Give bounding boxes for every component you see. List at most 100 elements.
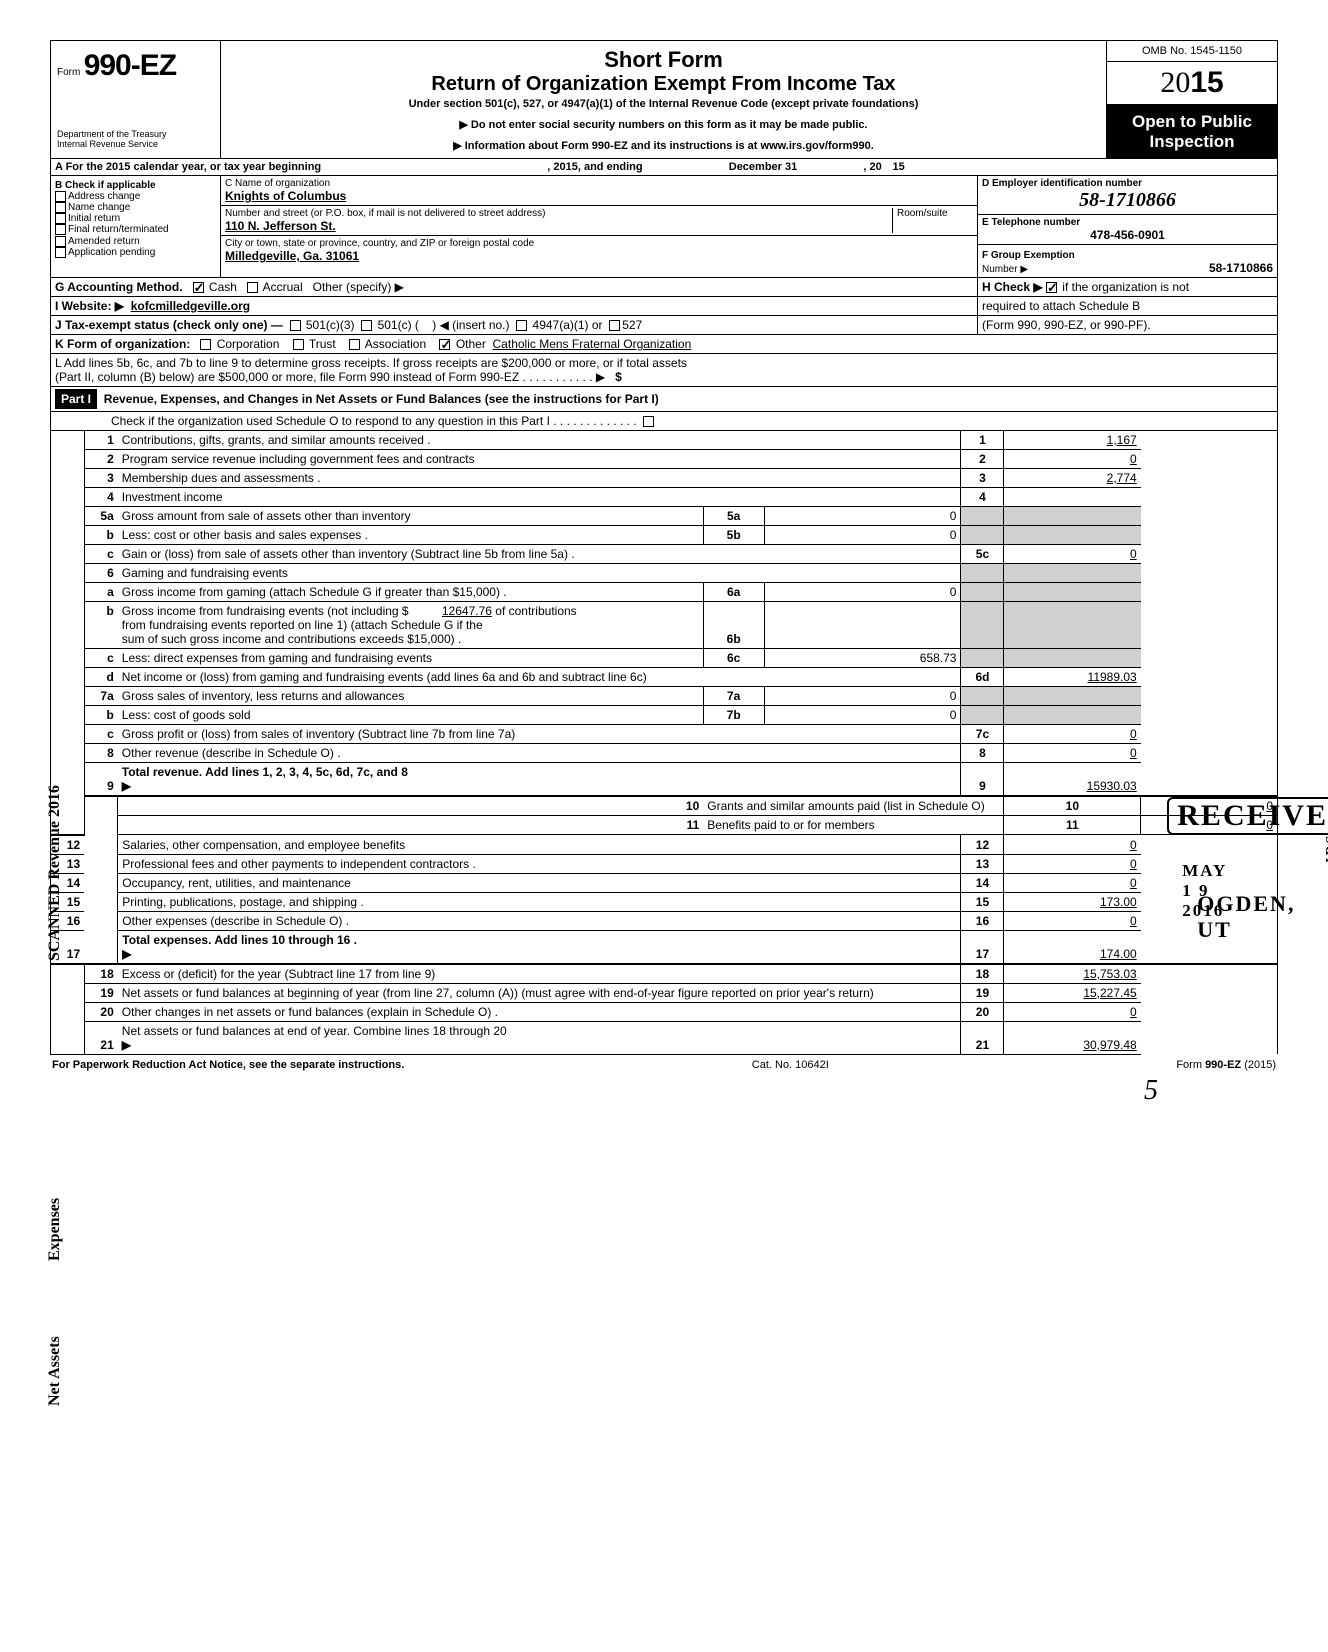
org-name: Knights of Columbus <box>225 189 973 203</box>
cb-schedule-o[interactable] <box>643 416 654 427</box>
main-title: Return of Organization Exempt From Incom… <box>231 73 1096 96</box>
form-id-cell: Form 990-EZ Department of the Treasury I… <box>51 41 221 158</box>
room-suite: Room/suite <box>893 208 973 233</box>
h-label: H Check ▶ <box>982 280 1043 294</box>
cb-trust[interactable] <box>293 339 304 350</box>
cb-pending[interactable] <box>55 247 66 258</box>
dept-irs: Internal Revenue Service <box>57 140 214 150</box>
cb-accrual[interactable] <box>247 282 258 293</box>
l-dollar: $ <box>615 370 622 384</box>
city-label: City or town, state or province, country… <box>225 238 973 249</box>
row-l: L Add lines 5b, 6c, and 7b to line 9 to … <box>50 354 1278 387</box>
line-17: 17Total expenses. Add lines 10 through 1… <box>51 930 1278 964</box>
b-label: B Check if applicable <box>55 180 216 191</box>
cb-501c3[interactable] <box>290 320 301 331</box>
line-a-end2: , 20 <box>863 161 881 173</box>
cb-501c[interactable] <box>361 320 372 331</box>
line-21: 21Net assets or fund balances at end of … <box>51 1021 1278 1054</box>
form-number: 990-EZ <box>84 49 176 82</box>
cb-cash[interactable] <box>193 282 204 293</box>
stamp-irs-osc: IRS-OSC <box>1324 827 1328 863</box>
line-10: 10 Grants and similar amounts paid (list… <box>51 796 1278 816</box>
line-20: 20Other changes in net assets or fund ba… <box>51 1002 1278 1021</box>
lines-table: 1 Contributions, gifts, grants, and simi… <box>50 431 1278 1055</box>
lines-wrap: SCANNED Revenue 2016 Expenses Net Assets… <box>50 431 1278 1055</box>
cb-amended[interactable] <box>55 236 66 247</box>
h-text1: if the organization is not <box>1062 280 1189 294</box>
row-j: J Tax-exempt status (check only one) — 5… <box>50 316 1278 335</box>
k-label: K Form of organization: <box>55 337 190 351</box>
row-k: K Form of organization: Corporation Trus… <box>50 335 1278 354</box>
f-label: F Group Exemption <box>982 250 1075 261</box>
title-cell: Short Form Return of Organization Exempt… <box>221 41 1107 158</box>
line-13: 13Professional fees and other payments t… <box>51 854 1278 873</box>
line-7c: c Gross profit or (loss) from sales of i… <box>51 725 1278 744</box>
cb-assoc[interactable] <box>349 339 360 350</box>
line-1: 1 Contributions, gifts, grants, and simi… <box>51 431 1278 450</box>
arrow-note-2: ▶ Information about Form 990-EZ and its … <box>231 139 1096 152</box>
side-net: Net Assets <box>46 1336 64 1406</box>
line-a-end1: December 31 <box>729 161 798 173</box>
line-6d: d Net income or (loss) from gaming and f… <box>51 668 1278 687</box>
line-6c: c Less: direct expenses from gaming and … <box>51 649 1278 668</box>
line-7a: 7a Gross sales of inventory, less return… <box>51 687 1278 706</box>
row-i: I Website: ▶ kofcmilledgeville.org requi… <box>50 297 1278 316</box>
line-9: 9 Total revenue. Add lines 1, 2, 3, 4, 5… <box>51 763 1278 797</box>
line-5a: 5a Gross amount from sale of assets othe… <box>51 507 1278 526</box>
phone: 478-456-0901 <box>982 228 1273 242</box>
cb-final[interactable] <box>55 224 66 235</box>
stamp-date: MAY 1 9 2016 <box>1182 861 1226 921</box>
cb-name[interactable] <box>55 202 66 213</box>
line-18: 18Excess or (deficit) for the year (Subt… <box>51 964 1278 984</box>
tax-year: 2015 <box>1107 62 1277 105</box>
short-form-title: Short Form <box>231 47 1096 73</box>
part1-label: Part I <box>55 389 97 409</box>
cb-sched-b[interactable] <box>1046 282 1057 293</box>
form-page: Form 990-EZ Department of the Treasury I… <box>50 40 1278 1107</box>
h-text2: required to attach Schedule B <box>982 299 1140 313</box>
line-14: 14Occupancy, rent, utilities, and mainte… <box>51 873 1278 892</box>
line-16: 16Other expenses (describe in Schedule O… <box>51 911 1278 930</box>
handwritten-5: 5 <box>50 1075 1278 1107</box>
l-text2: (Part II, column (B) below) are $500,000… <box>55 370 605 384</box>
cb-other-org[interactable] <box>439 339 450 350</box>
line-a-row: A For the 2015 calendar year, or tax yea… <box>50 159 1278 176</box>
line-a-end3: 15 <box>885 161 905 173</box>
line-11: 11Benefits paid to or for members110 <box>51 816 1278 835</box>
i-label: I Website: ▶ <box>55 299 124 313</box>
line-a-label: A For the 2015 calendar year, or tax yea… <box>55 161 321 173</box>
line-2: 2 Program service revenue including gove… <box>51 450 1278 469</box>
cb-address[interactable] <box>55 191 66 202</box>
footer-left: For Paperwork Reduction Act Notice, see … <box>52 1059 404 1071</box>
f-label2: Number ▶ <box>982 264 1028 275</box>
footer-mid: Cat. No. 10642I <box>752 1059 829 1071</box>
part1-check-text: Check if the organization used Schedule … <box>111 414 637 428</box>
e-label: E Telephone number <box>982 217 1273 228</box>
line-4: 4 Investment income 4 <box>51 488 1278 507</box>
k-other-text: Catholic Mens Fraternal Organization <box>493 337 692 351</box>
c-label: C Name of organization <box>225 178 973 189</box>
h-text3: (Form 990, 990-EZ, or 990-PF). <box>982 318 1151 332</box>
cb-corp[interactable] <box>200 339 211 350</box>
form-header: Form 990-EZ Department of the Treasury I… <box>50 40 1278 159</box>
footer: For Paperwork Reduction Act Notice, see … <box>50 1055 1278 1075</box>
part1-check-row: Check if the organization used Schedule … <box>50 412 1278 431</box>
l-text1: L Add lines 5b, 6c, and 7b to line 9 to … <box>55 356 1273 370</box>
cb-initial[interactable] <box>55 213 66 224</box>
line-6: 6 Gaming and fundraising events <box>51 564 1278 583</box>
line-7b: b Less: cost of goods sold 7b 0 <box>51 706 1278 725</box>
entity-block: B Check if applicable Address change Nam… <box>50 176 1278 278</box>
d-label: D Employer identification number <box>982 178 1273 189</box>
cb-4947[interactable] <box>516 320 527 331</box>
line-5b: b Less: cost or other basis and sales ex… <box>51 526 1278 545</box>
street: 110 N. Jefferson St. <box>225 219 892 233</box>
website: kofcmilledgeville.org <box>131 299 250 313</box>
row-gh: G Accounting Method. Cash Accrual Other … <box>50 278 1278 297</box>
line-19: 19Net assets or fund balances at beginni… <box>51 983 1278 1002</box>
cb-527[interactable] <box>609 320 620 331</box>
part1-title: Revenue, Expenses, and Changes in Net As… <box>104 392 659 406</box>
g-label: G Accounting Method. <box>55 280 183 294</box>
city: Milledgeville, Ga. 31061 <box>225 249 973 263</box>
line-15: 15Printing, publications, postage, and s… <box>51 892 1278 911</box>
f-num: 58-1710866 <box>1209 261 1273 275</box>
